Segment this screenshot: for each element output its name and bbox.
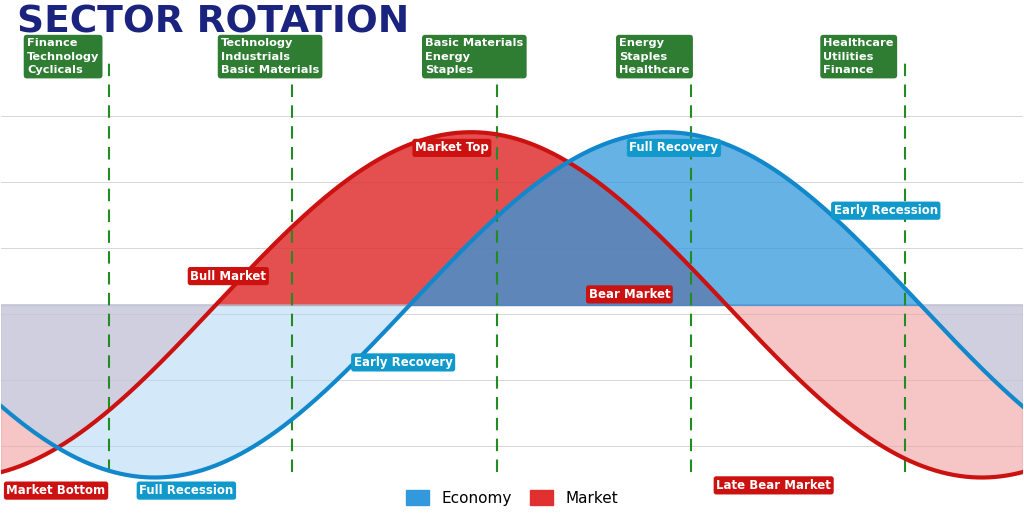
Text: Energy
Staples
Healthcare: Energy Staples Healthcare [620,38,690,75]
Text: Healthcare
Utilities
Finance: Healthcare Utilities Finance [823,38,894,75]
Text: SECTOR ROTATION: SECTOR ROTATION [16,4,409,40]
Text: Market Bottom: Market Bottom [6,484,105,497]
Text: Bull Market: Bull Market [190,270,266,282]
Text: Technology
Industrials
Basic Materials: Technology Industrials Basic Materials [221,38,319,75]
Text: Full Recession: Full Recession [139,484,233,497]
Text: Finance
Technology
Cyclicals: Finance Technology Cyclicals [27,38,99,75]
Legend: Economy, Market: Economy, Market [400,483,624,512]
Text: Early Recovery: Early Recovery [353,356,453,369]
Text: Late Bear Market: Late Bear Market [716,479,831,492]
Text: Market Top: Market Top [415,141,488,155]
Text: Bear Market: Bear Market [589,288,671,301]
Text: Early Recession: Early Recession [834,204,938,217]
Text: Basic Materials
Energy
Staples: Basic Materials Energy Staples [425,38,523,75]
Text: Full Recovery: Full Recovery [630,141,719,155]
